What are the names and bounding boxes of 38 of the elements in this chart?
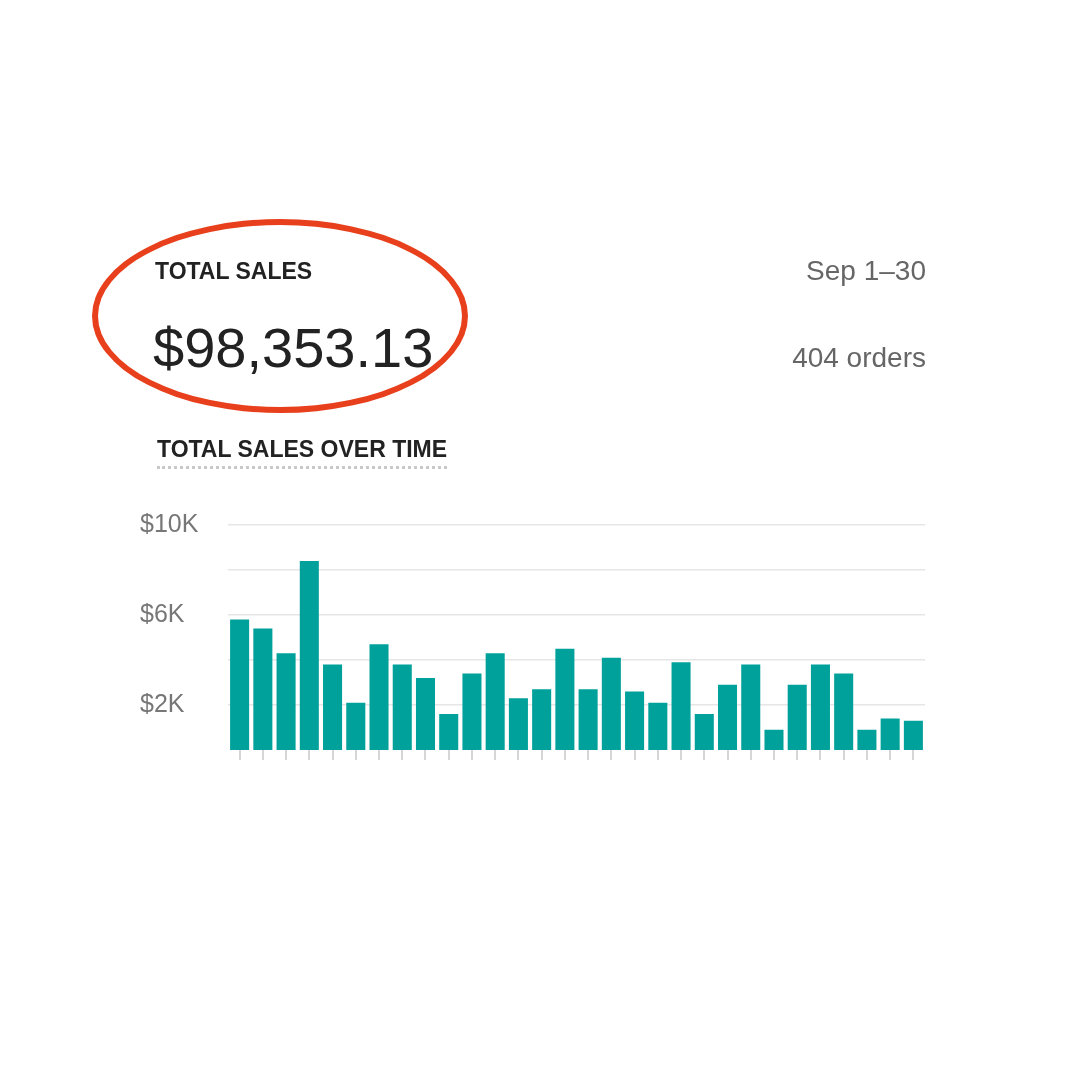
bar (555, 648, 575, 750)
bar (462, 673, 482, 750)
bar (741, 664, 761, 750)
bar (787, 684, 807, 750)
bar (601, 657, 621, 750)
bar (764, 729, 784, 750)
y-tick-label: $2K (140, 688, 185, 717)
bar (880, 718, 900, 750)
bar (578, 689, 598, 750)
y-tick-label: $10K (140, 508, 199, 537)
bar (694, 714, 714, 750)
bar (323, 664, 343, 750)
text: TOTAL SALES (155, 258, 313, 285)
text: 404 orders (792, 342, 926, 375)
bar (253, 628, 273, 750)
bar (625, 691, 645, 750)
chart-title: TOTAL SALES OVER TIME (157, 436, 448, 470)
bar (392, 664, 412, 750)
bar (810, 664, 830, 750)
bar (508, 698, 528, 750)
bar (346, 702, 366, 750)
bar (903, 720, 923, 750)
bar (671, 662, 691, 750)
bar (532, 689, 552, 750)
bar (717, 684, 738, 750)
bar (834, 673, 854, 750)
y-tick-label: $6K (140, 598, 185, 627)
text: $98,353.13 (153, 316, 434, 381)
bar (369, 644, 389, 750)
bar (439, 714, 459, 750)
bar (857, 729, 877, 750)
bar (648, 702, 668, 750)
bar (415, 678, 436, 750)
text: Sep 1–30 (806, 255, 926, 288)
bar (299, 561, 319, 750)
bar (230, 619, 250, 750)
bar (485, 653, 505, 750)
bar (276, 653, 296, 750)
